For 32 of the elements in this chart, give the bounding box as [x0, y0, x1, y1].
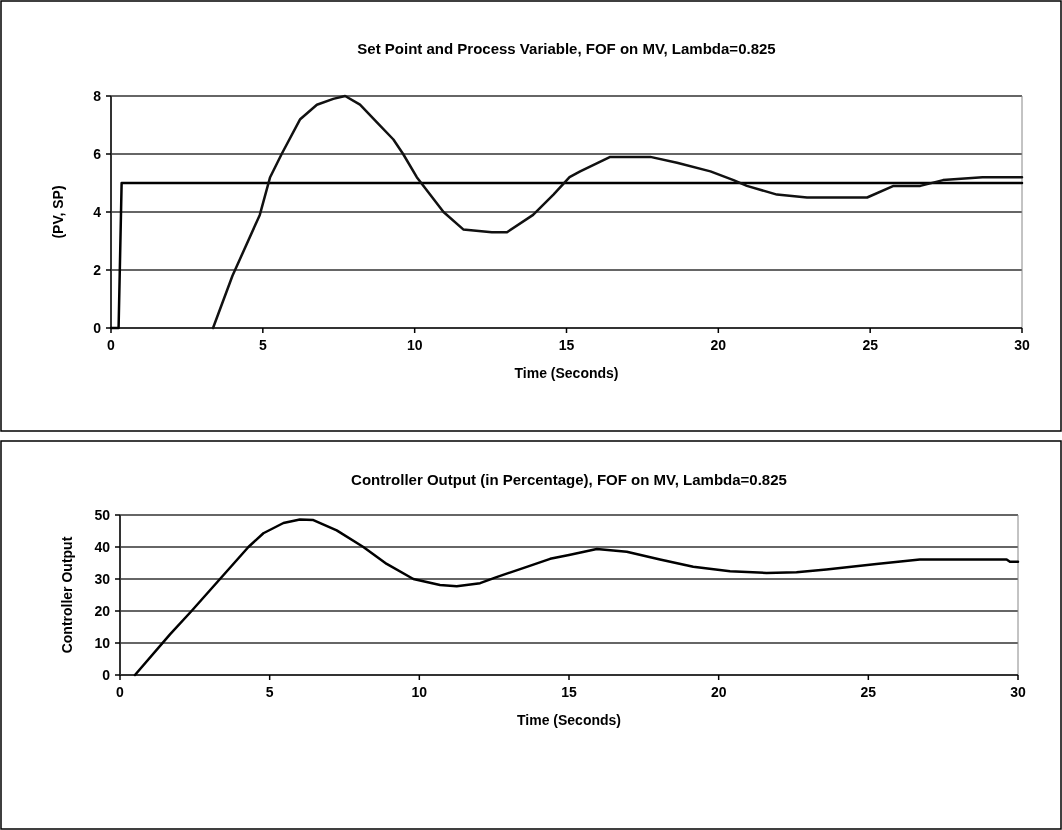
- chart-title: Set Point and Process Variable, FOF on MV, Lambda=0.825: [357, 40, 776, 57]
- line-series: [133, 518, 1020, 677]
- x-tick-label: 10: [406, 337, 423, 353]
- y-tick-label: 40: [94, 538, 111, 555]
- x-tick-label: 25: [862, 337, 879, 353]
- y-axis-title: (PV, SP): [50, 185, 66, 239]
- x-axis-title: Time (Seconds): [517, 712, 621, 728]
- x-tick-label: 15: [558, 337, 575, 353]
- y-tick-label: 0: [93, 319, 102, 336]
- y-tick-label: 4: [93, 203, 102, 220]
- x-tick-label: 20: [710, 684, 727, 700]
- line-series: [211, 94, 1024, 330]
- y-tick-label: 20: [94, 602, 111, 619]
- y-tick-label: 30: [94, 570, 111, 587]
- x-tick-label: 10: [411, 684, 428, 700]
- x-tick-label: 0: [116, 684, 125, 700]
- x-tick-label: 25: [860, 684, 877, 700]
- x-tick-label: 15: [561, 684, 577, 700]
- y-tick-label: 8: [93, 87, 102, 104]
- x-tick-label: 20: [710, 337, 727, 353]
- x-tick-label: 5: [258, 337, 267, 353]
- x-axis-title: Time (Seconds): [514, 365, 619, 381]
- x-tick-label: 30: [1014, 337, 1030, 353]
- x-tick-label: 30: [1010, 684, 1026, 700]
- y-tick-label: 50: [94, 506, 111, 523]
- y-tick-label: 6: [93, 145, 102, 162]
- y-tick-label: 2: [93, 261, 102, 278]
- x-tick-label: 5: [265, 684, 274, 700]
- y-tick-label: 10: [94, 634, 111, 651]
- chart-title: Controller Output (in Percentage), FOF on MV, Lambda=0.825: [351, 471, 787, 488]
- y-axis-title: Controller Output: [59, 536, 75, 654]
- y-tick-label: 0: [102, 666, 111, 683]
